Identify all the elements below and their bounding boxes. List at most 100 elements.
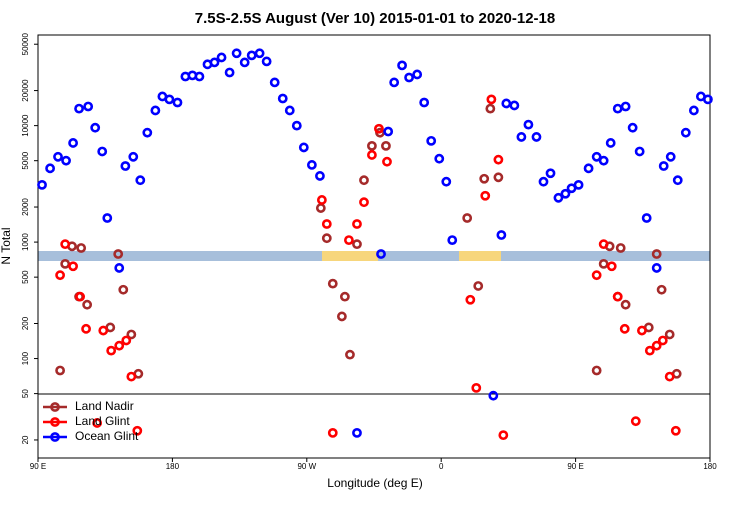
- data-point: [261, 56, 272, 67]
- data-point: [381, 140, 391, 151]
- data-point: [412, 69, 423, 80]
- plot-frame: [37, 34, 711, 459]
- data-point: [664, 329, 675, 340]
- data-point: [462, 213, 473, 223]
- legend-label: Land Glint: [75, 414, 130, 428]
- data-point: [315, 171, 325, 181]
- data-point: [465, 294, 476, 305]
- data-point: [164, 94, 175, 105]
- y-tick-label: 100: [21, 351, 30, 365]
- data-point: [553, 192, 564, 203]
- data-point: [121, 335, 132, 346]
- y-tick-label: 50000: [21, 33, 30, 56]
- data-point: [473, 281, 484, 291]
- data-point: [598, 239, 609, 250]
- data-point: [591, 270, 602, 281]
- data-point: [284, 105, 295, 116]
- data-point: [488, 390, 499, 401]
- data-point: [120, 161, 131, 171]
- data-point: [523, 119, 534, 130]
- data-point: [254, 48, 265, 59]
- data-point: [419, 97, 430, 108]
- data-point: [345, 349, 355, 360]
- data-point: [598, 258, 609, 269]
- data-point: [651, 263, 662, 273]
- data-point: [493, 154, 504, 165]
- x-tick-label: 90 E: [30, 462, 46, 471]
- y-tick-label: 2000: [21, 198, 30, 216]
- data-point: [316, 195, 327, 205]
- x-tick-label: 180: [166, 462, 180, 471]
- data-point: [620, 299, 631, 310]
- data-point: [113, 249, 124, 259]
- data-point: [118, 284, 129, 295]
- data-point: [485, 103, 496, 114]
- data-point: [82, 299, 93, 310]
- data-point: [591, 365, 602, 376]
- data-point: [327, 427, 338, 438]
- data-point: [172, 97, 183, 108]
- data-point: [634, 146, 645, 157]
- data-point: [434, 153, 445, 164]
- x-tick-label: 90 W: [297, 462, 316, 471]
- data-point: [498, 430, 509, 441]
- data-point: [615, 243, 626, 253]
- data-point: [81, 323, 91, 334]
- data-point: [479, 173, 490, 184]
- data-point: [670, 425, 681, 436]
- land-band: [459, 251, 501, 261]
- data-point: [688, 105, 699, 116]
- data-point: [37, 179, 47, 190]
- data-point: [447, 235, 458, 246]
- data-point: [531, 132, 542, 142]
- data-point: [102, 213, 113, 223]
- data-point: [644, 345, 655, 356]
- data-point: [135, 175, 146, 186]
- data-point: [106, 345, 117, 356]
- data-point: [383, 126, 394, 137]
- data-point: [374, 123, 384, 134]
- data-point: [352, 239, 362, 250]
- data-point: [605, 138, 616, 148]
- data-point: [441, 176, 452, 187]
- data-point: [573, 179, 584, 190]
- data-point: [651, 340, 662, 351]
- legend-marker: [50, 432, 60, 442]
- data-point: [209, 57, 220, 68]
- legend-label: Ocean Glint: [75, 429, 139, 443]
- data-point: [128, 151, 139, 162]
- data-point: [493, 172, 504, 183]
- data-point: [327, 278, 338, 289]
- data-point: [68, 138, 78, 148]
- data-point: [45, 163, 55, 174]
- legend-marker: [50, 402, 60, 412]
- data-point: [509, 100, 520, 111]
- y-tick-label: 20: [21, 435, 30, 444]
- data-point: [703, 94, 713, 105]
- data-point: [239, 57, 250, 68]
- x-axis-label: Longitude (deg E): [327, 476, 422, 490]
- data-point: [651, 249, 662, 259]
- data-point: [224, 67, 235, 78]
- data-point: [352, 427, 362, 438]
- data-point: [291, 120, 302, 131]
- data-point: [397, 60, 407, 71]
- data-point: [426, 135, 437, 146]
- data-point: [658, 161, 669, 171]
- data-point: [672, 175, 683, 186]
- data-point: [60, 258, 71, 269]
- data-point: [620, 101, 631, 112]
- data-point: [90, 122, 101, 133]
- data-point: [641, 213, 652, 223]
- data-point: [389, 77, 400, 88]
- data-point: [630, 416, 641, 427]
- data-point: [404, 72, 414, 83]
- data-point: [142, 127, 153, 138]
- data-point: [60, 239, 71, 250]
- data-point: [339, 291, 350, 302]
- land-band: [322, 251, 378, 261]
- chart-title: 7.5S-2.5S August (Ver 10) 2015-01-01 to …: [195, 10, 555, 27]
- data-point: [516, 132, 527, 142]
